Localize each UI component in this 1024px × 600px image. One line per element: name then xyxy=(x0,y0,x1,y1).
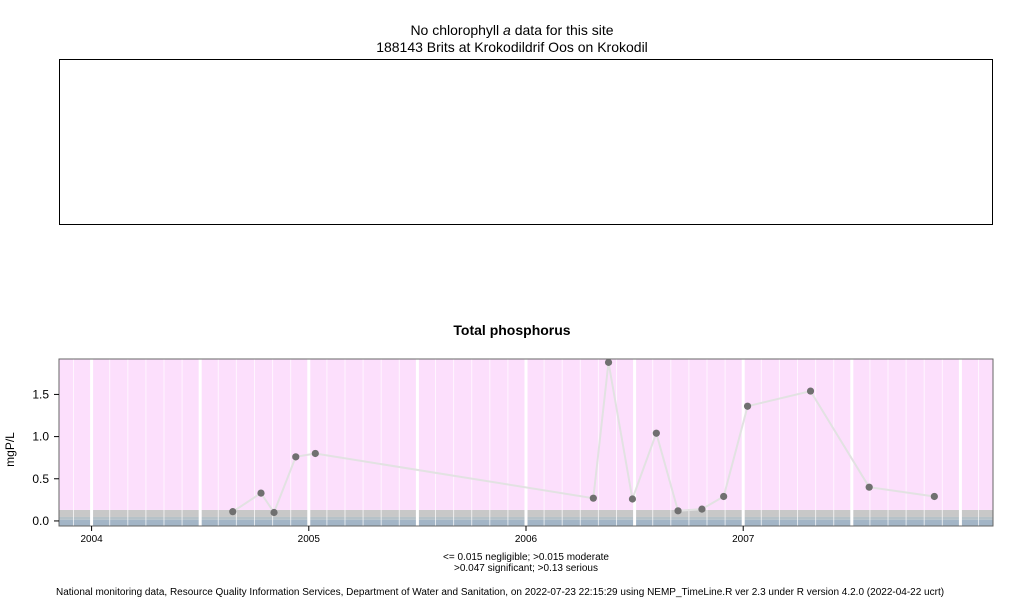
legend-line-1: <= 0.015 negligible; >0.015 moderate xyxy=(443,552,609,563)
data-point-13 xyxy=(806,387,815,395)
title-prefix: No chlorophyll xyxy=(410,22,500,38)
year-gridlines xyxy=(90,359,962,526)
data-point-6 xyxy=(604,358,613,366)
data-point-15 xyxy=(930,492,938,501)
data-point-4 xyxy=(311,449,319,458)
y-tick-label: 0.5 xyxy=(32,472,49,486)
x-tick-label: 2004 xyxy=(80,534,103,545)
data-point-7 xyxy=(628,495,637,503)
legend-line-2: >0.047 significant; >0.13 serious xyxy=(454,563,598,574)
data-point-11 xyxy=(720,492,728,501)
x-tick-label: 2007 xyxy=(732,534,755,545)
chart-title-phosphorus: Total phosphorus xyxy=(453,322,571,338)
series-line-0 xyxy=(232,362,935,515)
data-point-10 xyxy=(698,505,706,513)
series-line xyxy=(232,362,935,515)
data-point-8 xyxy=(652,429,660,437)
data-point-14 xyxy=(865,483,873,491)
data-point-12 xyxy=(743,402,752,410)
footer-credit: National monitoring data, Resource Quali… xyxy=(56,587,945,598)
data-point-9 xyxy=(674,507,682,515)
x-tick-label: 2006 xyxy=(515,534,538,545)
data-point-0 xyxy=(229,508,237,516)
y-axis-label: mgP/L xyxy=(3,432,17,467)
site-name: 188143 Brits at Krokodildrif Oos on Krok… xyxy=(376,39,648,55)
y-tick-label: 0.0 xyxy=(32,514,49,528)
y-tick-label: 1.0 xyxy=(32,430,49,444)
title-italic: a xyxy=(503,22,511,38)
data-point-2 xyxy=(270,508,278,517)
title-suffix: data for this site xyxy=(514,22,614,38)
x-tick-label: 2005 xyxy=(298,534,321,545)
x-axis: 2004 2005 2006 2007 xyxy=(80,526,755,545)
data-point-5 xyxy=(589,494,597,502)
chart-title-chlorophyll: No chlorophyll a data for this site xyxy=(0,22,1024,38)
phosphorus-chart: 0.0 0.5 1.0 1.5 2004 2005 2006 2007 mgP/L xyxy=(3,358,994,545)
data-point-3 xyxy=(292,453,300,461)
series-points xyxy=(229,358,938,517)
empty-chlorophyll-panel xyxy=(59,59,993,225)
data-point-1 xyxy=(257,489,265,497)
y-axis: 0.0 0.5 1.0 1.5 xyxy=(32,387,59,528)
y-tick-label: 1.5 xyxy=(32,387,49,401)
